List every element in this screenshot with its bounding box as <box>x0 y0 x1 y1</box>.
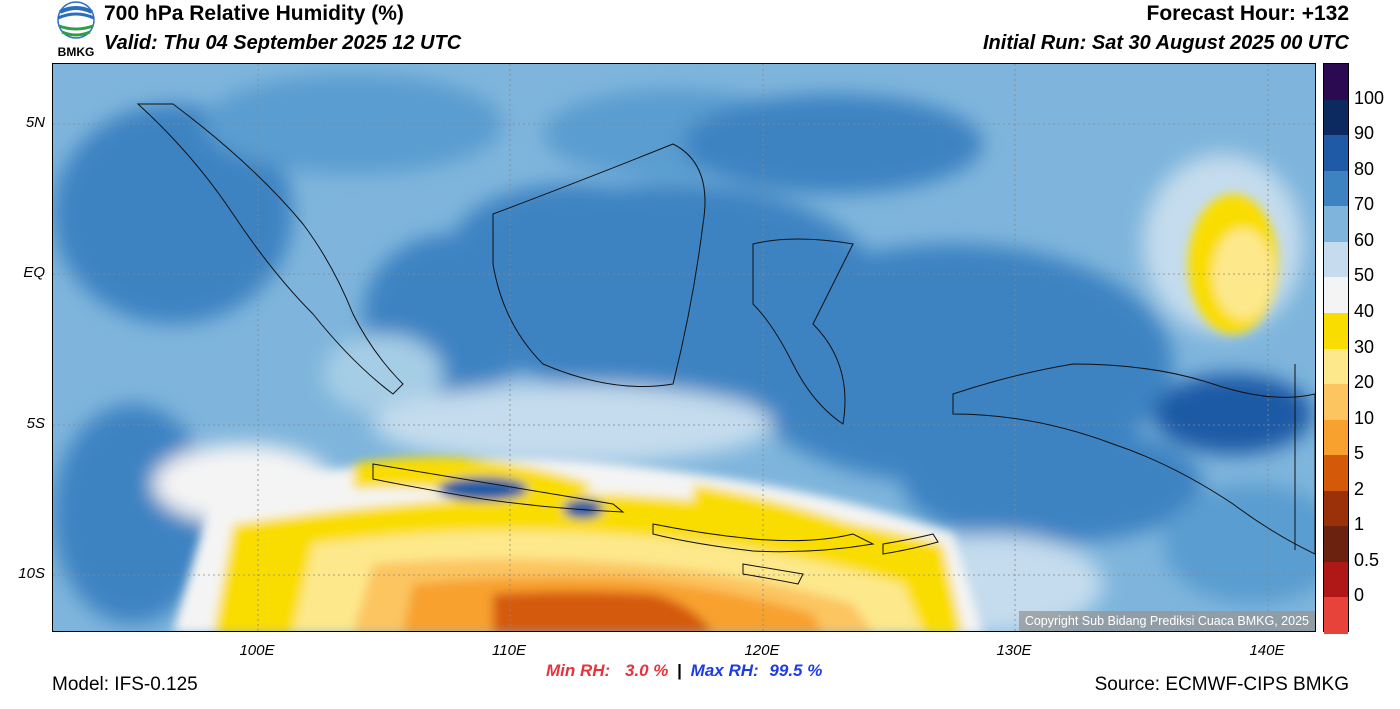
lat-tick: 5S <box>26 415 45 432</box>
colorbar-segment <box>1324 348 1348 385</box>
colorbar-segment <box>1324 64 1348 101</box>
colorbar-label: 20 <box>1354 372 1375 393</box>
lon-tick: 110E <box>492 642 526 659</box>
colorbar-segment <box>1324 312 1348 349</box>
colorbar-segment <box>1324 241 1348 278</box>
min-max-rh: Min RH: 3.0 % | Max RH: 99.5 % <box>546 661 822 681</box>
colorbar-segment <box>1324 419 1348 456</box>
humidity-map: Copyright Sub Bidang Prediksi Cuaca BMKG… <box>52 63 1316 632</box>
lon-tick: 100E <box>239 642 275 659</box>
colorbar-label: 1 <box>1354 514 1365 535</box>
lon-tick: 130E <box>996 642 1032 659</box>
lon-tick: 140E <box>1249 642 1285 659</box>
colorbar-label: 90 <box>1354 123 1375 144</box>
colorbar-segment <box>1324 277 1348 314</box>
initial-run: Initial Run: Sat 30 August 2025 00 UTC <box>982 32 1349 54</box>
colorbar-segment <box>1324 561 1348 598</box>
lon-tick: 120E <box>744 642 780 659</box>
lat-tick: 10S <box>18 565 45 582</box>
forecast-hour: Forecast Hour: +132 <box>1146 2 1350 25</box>
colorbar-segment <box>1324 170 1348 207</box>
max-rh-label: Max RH: <box>690 661 759 680</box>
lat-tick: 5N <box>25 114 45 131</box>
colorbar-label: 40 <box>1354 300 1375 321</box>
source-label: Source: ECMWF-CIPS BMKG <box>1094 674 1349 695</box>
colorbar-segment <box>1324 490 1348 527</box>
bmkg-logo: BMKG <box>52 0 100 59</box>
colorbar-segment <box>1324 384 1348 421</box>
colorbar-segment <box>1324 526 1348 563</box>
colorbar-label: 0 <box>1354 585 1365 606</box>
map-title: 700 hPa Relative Humidity (%) <box>104 2 404 25</box>
logo-text: BMKG <box>58 45 95 58</box>
min-max-separator: | <box>677 661 682 680</box>
colorbar-label: 2 <box>1354 478 1365 499</box>
min-rh-label: Min RH: <box>546 661 611 680</box>
colorbar-label: 0.5 <box>1354 549 1380 570</box>
copyright-notice: Copyright Sub Bidang Prediksi Cuaca BMKG… <box>1018 611 1315 631</box>
map-field <box>53 64 1315 631</box>
colorbar-label: 60 <box>1354 229 1375 250</box>
colorbar-segment <box>1324 206 1348 243</box>
colorbar-label: 70 <box>1354 194 1375 215</box>
max-rh-value: 99.5 % <box>769 661 823 680</box>
colorbar-label: 10 <box>1354 407 1375 428</box>
colorbar-segment <box>1324 597 1348 634</box>
colorbar-segment <box>1324 99 1348 136</box>
map-gridlines <box>53 64 1315 631</box>
coastlines <box>136 103 1315 585</box>
model-label: Model: IFS-0.125 <box>52 674 198 695</box>
colorbar-label: 80 <box>1354 158 1375 179</box>
colorbar <box>1323 63 1349 634</box>
colorbar-segment <box>1324 135 1348 172</box>
dry-field <box>173 194 1278 631</box>
colorbar-label: 5 <box>1354 443 1365 464</box>
colorbar-segment <box>1324 455 1348 492</box>
colorbar-label: 50 <box>1354 265 1375 286</box>
lat-tick: EQ <box>23 264 45 281</box>
colorbar-label: 100 <box>1354 87 1385 108</box>
min-rh-value: 3.0 % <box>624 661 669 680</box>
valid-time: Valid: Thu 04 September 2025 12 UTC <box>104 32 462 54</box>
colorbar-label: 30 <box>1354 336 1375 357</box>
